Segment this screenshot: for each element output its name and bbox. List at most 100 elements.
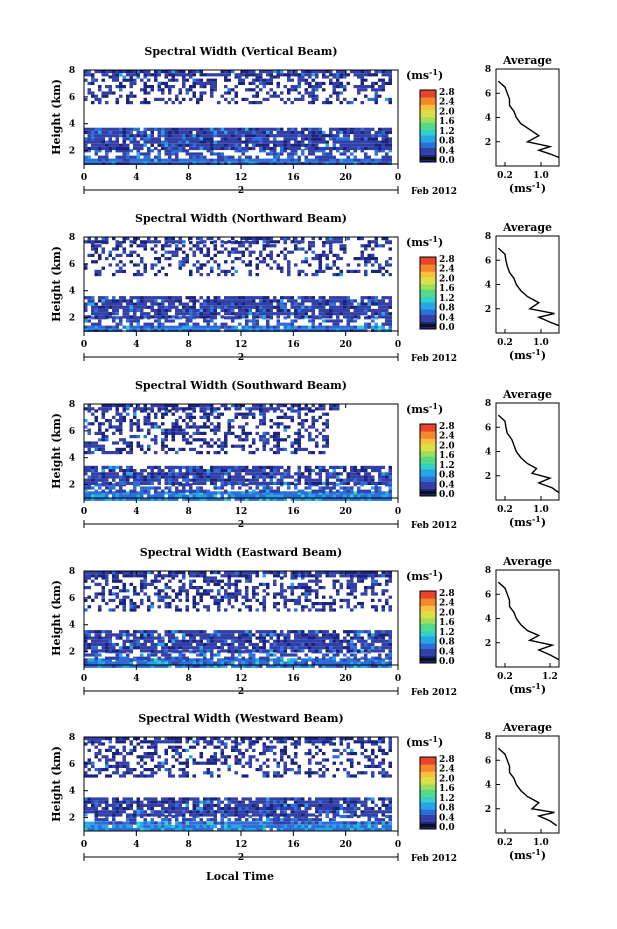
heat-cell xyxy=(304,78,308,82)
heat-cell xyxy=(262,130,266,135)
heat-cell xyxy=(287,143,291,147)
heat-cell xyxy=(241,237,245,241)
heat-cell xyxy=(150,664,154,668)
heat-cell xyxy=(374,308,378,313)
heat-cell xyxy=(273,633,277,637)
heat-cell xyxy=(175,70,179,74)
x-tick-label: 20 xyxy=(339,507,352,517)
heat-cell xyxy=(276,143,280,147)
heat-cell xyxy=(161,253,165,257)
heat-cell xyxy=(161,431,165,435)
heat-cell xyxy=(129,404,133,408)
heat-cell xyxy=(98,664,102,668)
heat-cell xyxy=(262,325,266,329)
heat-cell xyxy=(301,639,305,643)
heat-cell xyxy=(266,489,270,493)
heat-cell xyxy=(84,497,88,501)
heat-cell xyxy=(154,315,158,319)
heat-cell xyxy=(388,273,392,277)
heat-cell xyxy=(381,85,385,89)
heat-cell xyxy=(168,296,172,300)
heat-cell xyxy=(339,497,343,501)
heat-cell xyxy=(374,630,378,634)
heat-cell xyxy=(290,497,294,501)
heat-cell xyxy=(192,91,196,95)
heat-cell xyxy=(140,299,144,303)
heat-cell xyxy=(189,491,193,495)
heat-cell xyxy=(178,322,182,326)
heat-cell xyxy=(343,250,347,254)
heat-cell xyxy=(161,475,165,479)
heat-cell xyxy=(294,85,298,89)
profile-frame xyxy=(495,68,560,167)
heat-cell xyxy=(283,447,287,451)
heat-cell xyxy=(360,78,364,82)
heat-cell xyxy=(248,431,252,435)
heat-cell xyxy=(178,161,182,165)
heat-cell xyxy=(94,127,98,131)
heat-cell xyxy=(91,472,95,476)
heat-cell xyxy=(241,81,245,85)
heat-cell xyxy=(329,161,333,165)
heat-cell xyxy=(276,478,280,482)
heat-cell xyxy=(224,481,228,485)
heat-cell xyxy=(136,407,140,411)
heat-cell xyxy=(381,302,385,306)
heat-cell xyxy=(311,322,315,326)
heat-cell xyxy=(126,73,130,77)
heat-cell xyxy=(241,465,245,469)
heat-cell xyxy=(364,146,368,151)
heat-cell xyxy=(343,653,347,657)
heat-cell xyxy=(206,253,210,257)
heat-cell xyxy=(301,78,305,82)
heat-cell xyxy=(213,322,217,326)
heat-cell xyxy=(84,664,88,668)
heat-cell xyxy=(94,497,98,501)
heat-cell xyxy=(168,88,172,92)
heat-cell xyxy=(213,240,217,244)
heat-cell xyxy=(311,658,315,662)
heat-cell xyxy=(189,237,193,241)
heat-cell xyxy=(276,658,280,662)
heat-cell xyxy=(364,247,368,251)
heat-cell xyxy=(346,486,350,490)
heat-cell xyxy=(262,630,266,634)
heat-cell xyxy=(329,130,333,135)
heat-cell xyxy=(290,639,294,643)
heat-cell xyxy=(248,630,252,634)
heat-cell xyxy=(297,312,301,316)
heat-cell xyxy=(339,91,343,95)
heat-cell xyxy=(91,260,95,264)
heat-cell xyxy=(143,312,147,316)
heat-cell xyxy=(262,78,266,82)
heat-cell xyxy=(332,497,336,501)
heat-cell xyxy=(164,161,168,165)
heat-cell xyxy=(182,419,186,423)
heat-cell xyxy=(126,653,130,657)
heat-cell xyxy=(329,73,333,77)
colorbar-segment xyxy=(420,433,436,436)
heat-cell xyxy=(336,319,340,323)
heat-cell xyxy=(129,134,133,138)
heat-cell xyxy=(290,149,294,153)
heat-cell xyxy=(364,296,368,300)
heat-cell xyxy=(231,633,235,637)
heat-cell xyxy=(133,237,137,241)
heat-cell xyxy=(224,633,228,637)
heat-cell xyxy=(157,633,161,637)
heat-cell xyxy=(199,161,203,165)
heat-cell xyxy=(119,415,123,419)
heat-cell xyxy=(262,409,266,413)
heat-cell xyxy=(301,302,305,306)
heat-cell xyxy=(94,472,98,476)
heat-cell xyxy=(329,137,333,141)
heat-cell xyxy=(171,296,175,300)
heat-cell xyxy=(287,633,291,637)
heat-cell xyxy=(147,494,151,498)
heat-cell xyxy=(273,435,277,439)
heat-cell xyxy=(304,419,308,423)
heat-cell xyxy=(364,469,368,473)
heat-cell xyxy=(371,299,375,303)
heat-cell xyxy=(185,407,189,411)
heat-cell xyxy=(112,465,116,469)
